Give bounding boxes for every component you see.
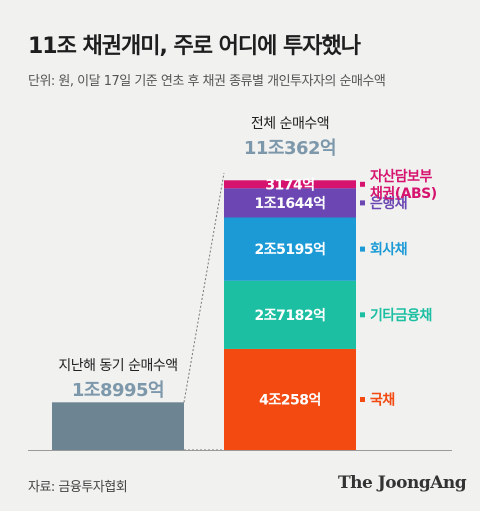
category-label: 채권(ABS) (370, 186, 437, 202)
page-subtitle: 단위: 원, 이달 17일 기준 연초 후 채권 종류별 개인투자자의 순매수액 (28, 74, 386, 89)
previous-value: 1조8995억 (72, 380, 164, 401)
stack-segment-2 (224, 217, 356, 281)
stack-segment-1 (224, 280, 356, 349)
category-label: 은행채 (370, 196, 407, 212)
legend-marker (360, 246, 365, 252)
legend-marker (360, 181, 365, 187)
category-label: 자산담보부 (370, 168, 433, 185)
stack-segment-3 (224, 188, 356, 218)
legend-marker (360, 312, 365, 318)
stack-segment-4 (224, 180, 356, 189)
source-note: 자료: 금융투자협회 (28, 480, 128, 495)
previous-year-bar (52, 402, 184, 450)
segment-value-label: 2조7182억 (255, 308, 326, 324)
category-label: 회사채 (370, 242, 407, 258)
brand-logo: The JoongAng (338, 473, 467, 493)
page-title: 11조 채권개미, 주로 어디에 투자했나 (28, 34, 361, 59)
category-label: 국채 (370, 393, 395, 409)
total-value: 11조362억 (244, 138, 336, 159)
connector-line-top (183, 172, 225, 403)
segment-value-label: 2조5195억 (255, 242, 326, 258)
previous-label: 지난해 동기 순매수액 (58, 358, 177, 374)
legend-marker (360, 397, 365, 402)
stack-segment-0 (224, 348, 356, 450)
segment-value-label: 1조1644억 (255, 196, 326, 212)
segment-value-label: 3174억 (265, 177, 314, 193)
segment-value-label: 4조258억 (259, 393, 321, 409)
category-label: 기타금융채 (370, 308, 432, 324)
legend-marker (360, 200, 365, 206)
total-label: 전체 순매수액 (251, 116, 329, 132)
